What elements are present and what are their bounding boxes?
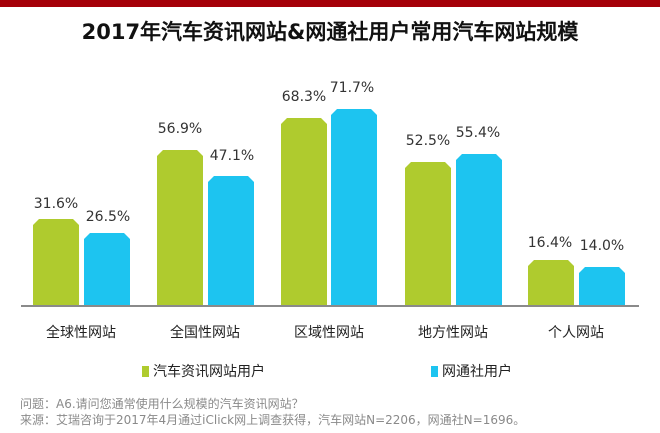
category-label: 个人网站 <box>548 325 604 341</box>
value-label: 47.1% <box>209 148 255 164</box>
category-label: 区域性网站 <box>294 325 364 341</box>
value-label: 26.5% <box>85 209 131 225</box>
bar-series2-local <box>456 154 502 305</box>
category-label: 全球性网站 <box>46 325 116 341</box>
footnote-question: 问题：A6.请问您通常使用什么规模的汽车资讯网站？ <box>20 397 304 411</box>
bar-series2-national <box>208 176 254 305</box>
footnote-source: 来源：艾瑞咨询于2017年4月通过iClick网上调查获得，汽车网站N=2206… <box>20 413 526 427</box>
value-label: 16.4% <box>527 235 573 251</box>
bar-series1-global <box>33 219 79 305</box>
bar-series2-personal <box>579 267 625 305</box>
value-label: 55.4% <box>455 125 501 141</box>
bar-series1-national <box>157 150 203 305</box>
value-label: 56.9% <box>157 121 203 137</box>
legend-label: 网通社用户 <box>442 364 512 380</box>
legend-item-series2: 网通社用户 <box>431 361 512 381</box>
value-label: 52.5% <box>405 133 451 149</box>
category-label: 地方性网站 <box>418 325 488 341</box>
legend-item-series1: 汽车资讯网站用户 <box>142 361 265 381</box>
value-label: 71.7% <box>329 80 375 96</box>
legend-swatch-green <box>142 365 149 377</box>
value-label: 14.0% <box>579 238 625 254</box>
bar-series1-local <box>405 162 451 305</box>
value-label: 31.6% <box>33 196 79 212</box>
top-accent-bar <box>0 0 660 7</box>
x-axis-line <box>21 305 639 307</box>
bar-series2-global <box>84 233 130 305</box>
bar-series1-regional <box>281 118 327 305</box>
bar-series1-personal <box>528 260 574 305</box>
chart-title: 2017年汽车资讯网站&网通社用户常用汽车网站规模 <box>81 20 579 44</box>
category-label: 全国性网站 <box>170 325 240 341</box>
bar-series2-regional <box>331 109 377 305</box>
legend-swatch-blue <box>431 365 438 377</box>
value-label: 68.3% <box>281 89 327 105</box>
legend-label: 汽车资讯网站用户 <box>153 364 265 380</box>
